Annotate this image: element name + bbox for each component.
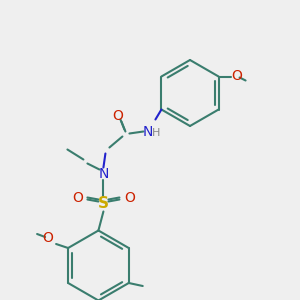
Text: N: N xyxy=(98,167,109,181)
Text: N: N xyxy=(142,124,153,139)
Text: H: H xyxy=(152,128,160,137)
Text: O: O xyxy=(124,191,135,206)
Text: O: O xyxy=(43,231,53,245)
Text: S: S xyxy=(98,196,109,211)
Text: O: O xyxy=(231,70,242,83)
Text: O: O xyxy=(112,109,123,122)
Text: O: O xyxy=(72,191,83,206)
